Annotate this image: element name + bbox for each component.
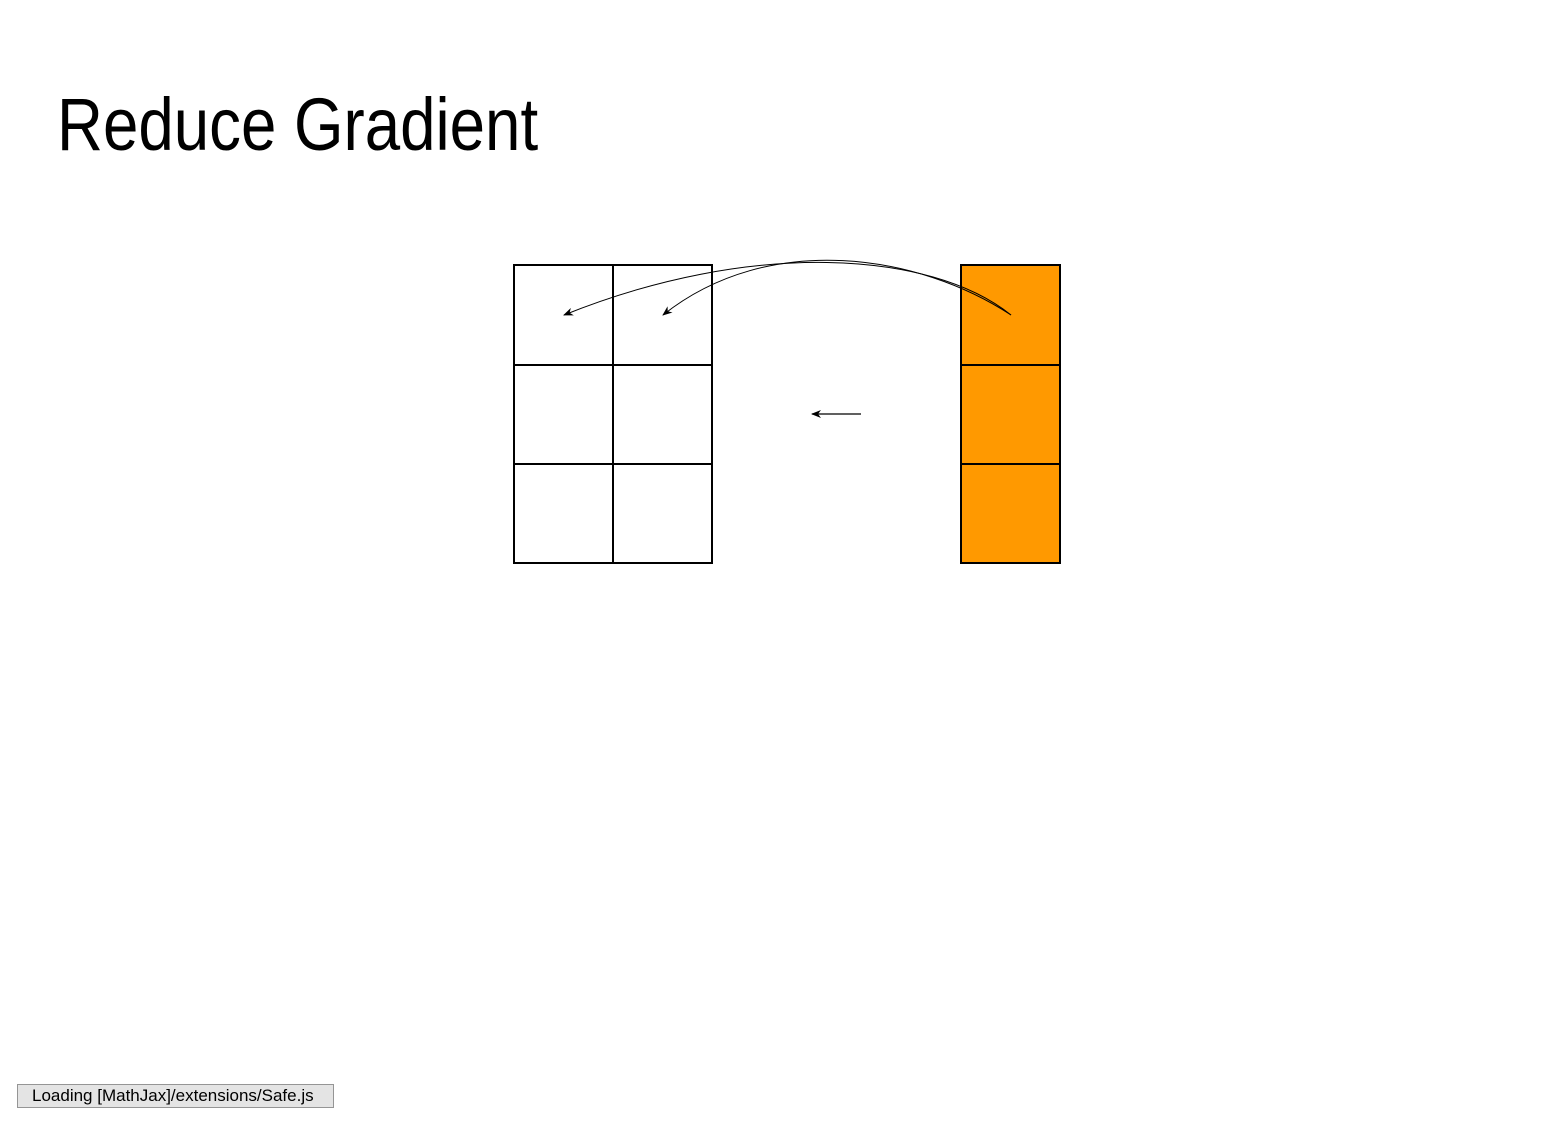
matrix-cell-r2-c2 [612, 364, 713, 465]
curved-arrow-to-r1-c2 [662, 259, 1012, 316]
mathjax-loading-status: Loading [MathJax]/extensions/Safe.js [17, 1084, 334, 1108]
slide-title: Reduce Gradient [57, 83, 539, 166]
matrix-cell-r2-c1 [513, 364, 614, 465]
curved-arrow-to-r1-c1 [563, 261, 1012, 316]
matrix-cell-r3-c1 [513, 463, 614, 564]
matrix-cell-r1-c2 [612, 264, 713, 366]
left-matrix [513, 264, 713, 564]
matrix-cell-r3-c2 [612, 463, 713, 564]
matrix-cell-r1-c1 [513, 264, 614, 366]
vector-cell-r2 [960, 364, 1061, 465]
vector-cell-r3 [960, 463, 1061, 564]
right-vector [960, 264, 1061, 564]
